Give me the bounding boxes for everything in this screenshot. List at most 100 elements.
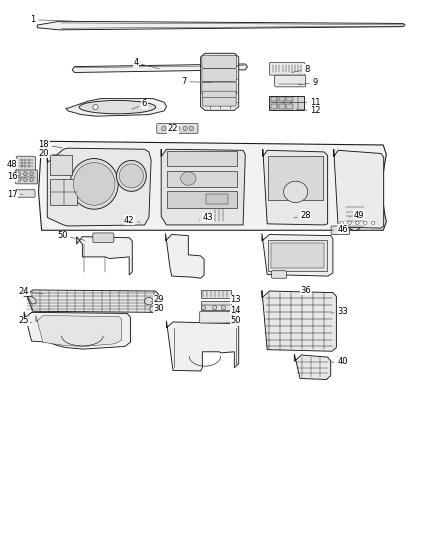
Bar	[271, 243, 324, 268]
Ellipse shape	[17, 178, 21, 181]
Ellipse shape	[30, 178, 33, 181]
Ellipse shape	[79, 100, 156, 114]
Ellipse shape	[24, 172, 27, 176]
FancyBboxPatch shape	[331, 226, 350, 235]
Bar	[286, 104, 293, 109]
Bar	[279, 97, 285, 101]
FancyBboxPatch shape	[202, 91, 236, 100]
Polygon shape	[47, 148, 151, 226]
Ellipse shape	[348, 221, 351, 224]
Polygon shape	[66, 99, 166, 116]
Text: 43: 43	[199, 213, 213, 222]
Polygon shape	[269, 96, 304, 110]
Polygon shape	[37, 21, 405, 30]
Ellipse shape	[162, 126, 166, 131]
Polygon shape	[262, 233, 333, 276]
FancyBboxPatch shape	[202, 69, 237, 82]
Text: 11: 11	[292, 98, 321, 107]
Ellipse shape	[17, 172, 21, 176]
Ellipse shape	[284, 181, 308, 203]
Polygon shape	[24, 289, 36, 304]
Text: 48: 48	[7, 160, 23, 168]
Text: 17: 17	[7, 190, 23, 199]
Text: 25: 25	[19, 317, 32, 325]
Ellipse shape	[364, 221, 367, 224]
Bar	[279, 104, 285, 109]
Ellipse shape	[346, 201, 364, 231]
Text: 33: 33	[331, 308, 348, 316]
Ellipse shape	[30, 172, 33, 176]
Text: 50: 50	[227, 317, 241, 325]
Polygon shape	[334, 149, 384, 228]
Bar	[167, 191, 237, 208]
Ellipse shape	[145, 297, 153, 305]
Text: 42: 42	[124, 216, 140, 224]
Ellipse shape	[119, 164, 143, 188]
Text: 9: 9	[298, 78, 318, 87]
Text: 7: 7	[181, 77, 212, 86]
Ellipse shape	[201, 305, 206, 310]
Bar	[50, 155, 72, 175]
Polygon shape	[72, 64, 247, 72]
Text: 36: 36	[292, 286, 311, 295]
FancyBboxPatch shape	[157, 124, 198, 133]
Ellipse shape	[356, 221, 359, 224]
Ellipse shape	[24, 178, 27, 181]
Bar	[286, 97, 293, 101]
Bar	[271, 97, 277, 101]
Bar	[167, 171, 237, 187]
Text: 13: 13	[227, 295, 241, 304]
Text: 24: 24	[19, 287, 43, 296]
Text: 1: 1	[30, 15, 74, 24]
Ellipse shape	[180, 172, 196, 185]
Polygon shape	[262, 290, 336, 351]
FancyBboxPatch shape	[202, 82, 237, 95]
Polygon shape	[77, 237, 132, 275]
Text: 46: 46	[332, 225, 348, 233]
Text: 49: 49	[350, 211, 364, 220]
Text: 30: 30	[153, 304, 164, 312]
Text: 4: 4	[133, 59, 159, 69]
Bar	[268, 156, 323, 200]
FancyBboxPatch shape	[200, 311, 232, 323]
Polygon shape	[166, 233, 204, 278]
Polygon shape	[24, 312, 131, 349]
Text: 6: 6	[132, 100, 147, 109]
Text: 50: 50	[57, 231, 85, 240]
Polygon shape	[166, 321, 239, 371]
FancyBboxPatch shape	[202, 55, 237, 68]
Polygon shape	[201, 53, 239, 110]
Ellipse shape	[212, 305, 217, 310]
Ellipse shape	[74, 163, 115, 205]
Ellipse shape	[176, 126, 180, 131]
Ellipse shape	[183, 126, 187, 131]
Text: 14: 14	[227, 306, 241, 314]
Text: 18: 18	[39, 141, 62, 149]
Polygon shape	[263, 149, 328, 225]
Ellipse shape	[169, 126, 173, 131]
Polygon shape	[161, 149, 245, 225]
Polygon shape	[24, 289, 159, 312]
Text: 28: 28	[294, 211, 311, 220]
Ellipse shape	[221, 305, 226, 310]
Bar	[271, 104, 277, 109]
Text: 29: 29	[151, 295, 164, 304]
Bar	[201, 290, 231, 298]
Polygon shape	[39, 141, 386, 230]
Text: 16: 16	[7, 173, 23, 181]
FancyBboxPatch shape	[16, 156, 35, 171]
Ellipse shape	[189, 126, 194, 131]
FancyBboxPatch shape	[202, 98, 236, 106]
Ellipse shape	[371, 221, 375, 224]
Bar	[167, 151, 237, 166]
Ellipse shape	[70, 159, 118, 209]
Bar	[268, 240, 327, 271]
FancyBboxPatch shape	[269, 62, 305, 75]
Ellipse shape	[93, 104, 98, 110]
Bar	[50, 179, 77, 205]
Text: 40: 40	[330, 357, 348, 366]
Text: 8: 8	[292, 65, 309, 74]
FancyBboxPatch shape	[15, 170, 38, 184]
FancyBboxPatch shape	[93, 233, 114, 243]
Polygon shape	[36, 316, 122, 346]
